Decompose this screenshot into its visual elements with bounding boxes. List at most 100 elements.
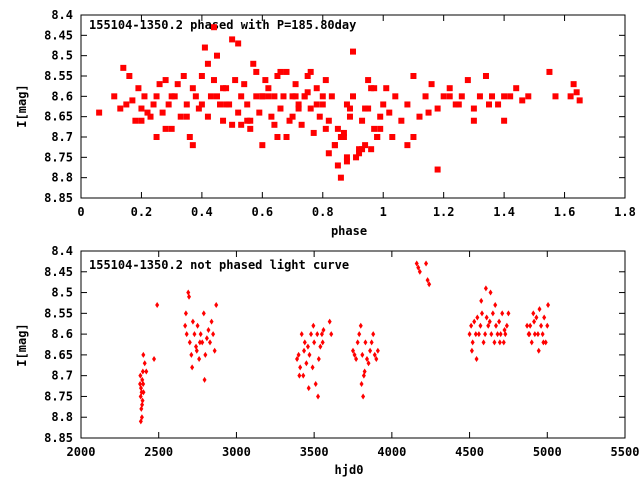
phased-data-point — [328, 93, 335, 100]
unphased-data-point — [206, 326, 211, 333]
unphased-data-point — [500, 310, 505, 317]
phased-data-point — [214, 93, 220, 100]
unphased-data-point — [374, 356, 379, 363]
phased-data-point — [331, 142, 338, 149]
phased-data-point — [220, 85, 227, 92]
unphased-data-point — [138, 372, 143, 379]
phased-data-point — [310, 129, 317, 136]
unphased-data-point — [360, 351, 365, 358]
unphased-data-point — [327, 318, 332, 325]
unphased-x-tick-label: 4500 — [455, 445, 484, 459]
phased-data-point — [525, 93, 532, 100]
unphased-data-point — [529, 339, 534, 346]
phased-data-point — [180, 73, 187, 79]
unphased-data-point — [417, 268, 422, 275]
phased-data-point — [313, 101, 320, 108]
phased-data-point — [214, 52, 220, 59]
phased-data-point — [301, 93, 308, 100]
unphased-data-point — [189, 351, 194, 358]
phased-data-point — [217, 101, 224, 108]
phased-data-point — [428, 81, 435, 88]
unphased-data-point — [362, 368, 367, 375]
phased-data-point — [374, 134, 381, 140]
unphased-data-point — [489, 331, 494, 338]
phased-data-point — [365, 105, 372, 112]
unphased-data-point — [313, 380, 318, 387]
phased-data-point — [247, 117, 254, 124]
phased-data-point — [129, 97, 136, 104]
phased-y-tick-label: 8.65 — [44, 110, 73, 124]
unphased-data-point — [540, 331, 545, 338]
phased-data-point — [337, 134, 344, 140]
phased-plot-title: 155104-1350.2 phased with P=185.80day — [89, 18, 356, 32]
phased-data-point — [244, 117, 251, 124]
phased-data-point — [153, 134, 160, 140]
unphased-ticks: 2000 2500 3000 3500 4000 4500 5000 5500 8.4 8.45 8… — [44, 244, 639, 459]
unphased-data-point — [306, 385, 311, 392]
phased-data-point — [274, 73, 281, 79]
phased-data-point — [476, 93, 483, 100]
unphased-data-point — [197, 356, 202, 363]
unphased-data-point — [311, 322, 316, 329]
unphased-data-point — [321, 326, 326, 333]
unphased-data-point — [202, 376, 207, 383]
unphased-data-point — [476, 331, 481, 338]
unphased-data-point — [197, 339, 202, 346]
unphased-data-point — [483, 331, 488, 338]
phased-data-point — [446, 85, 453, 92]
phased-data-point — [464, 77, 471, 84]
unphased-x-tick-label: 5000 — [533, 445, 562, 459]
phased-data-point — [371, 85, 378, 92]
unphased-data-point — [302, 347, 307, 354]
unphased-data-point — [209, 318, 214, 325]
unphased-data-point — [296, 351, 301, 358]
phased-data-point — [434, 105, 441, 112]
unphased-data-point — [214, 302, 219, 309]
phased-data-point — [489, 93, 496, 100]
phased-data-point — [223, 85, 230, 92]
phased-data-point — [486, 101, 492, 108]
phased-data-point — [168, 93, 175, 100]
phased-y-axis-title: I[mag] — [15, 84, 29, 127]
phased-data-point — [446, 93, 453, 100]
phased-data-point — [186, 134, 193, 140]
unphased-data-point — [316, 393, 321, 400]
unphased-data-point — [532, 331, 537, 338]
phased-data-point — [404, 142, 411, 149]
unphased-x-axis-title: hjd0 — [335, 463, 364, 477]
phased-data-point — [229, 121, 236, 128]
phased-x-tick-label: 0.8 — [312, 205, 334, 219]
phased-data-point — [507, 93, 514, 100]
unphased-data-point — [329, 331, 334, 338]
unphased-data-point — [536, 347, 541, 354]
phased-data-point — [147, 113, 154, 120]
phased-data-point — [319, 93, 326, 100]
phased-data-point — [192, 93, 199, 100]
phased-data-point — [165, 101, 172, 108]
phased-data-point — [189, 142, 196, 149]
unphased-data-point — [371, 331, 376, 338]
unphased-data-point — [531, 310, 536, 317]
phased-data-point — [313, 85, 320, 92]
unphased-data-point — [488, 289, 493, 296]
phased-data-point — [271, 93, 278, 100]
unphased-data-point — [307, 351, 312, 358]
unphased-x-tick-label: 5500 — [611, 445, 640, 459]
unphased-data-point — [355, 339, 360, 346]
phased-data-point — [567, 93, 574, 100]
phased-data-point — [250, 60, 257, 67]
unphased-data-point — [501, 339, 506, 346]
phased-x-tick-label: 0.2 — [131, 205, 153, 219]
unphased-data-point — [304, 360, 309, 367]
phased-y-tick-label: 8.5 — [51, 49, 73, 63]
phased-data-point — [368, 85, 375, 92]
unphased-data-point — [316, 356, 321, 363]
phased-y-tick-label: 8.85 — [44, 191, 73, 205]
phased-data-point — [210, 24, 217, 31]
unphased-data-point — [369, 339, 374, 346]
unphased-data-point — [467, 331, 472, 338]
unphased-data-point — [141, 351, 146, 358]
unphased-data-point — [368, 347, 373, 354]
unphased-data-point — [204, 335, 209, 342]
phased-data-point — [247, 125, 254, 132]
